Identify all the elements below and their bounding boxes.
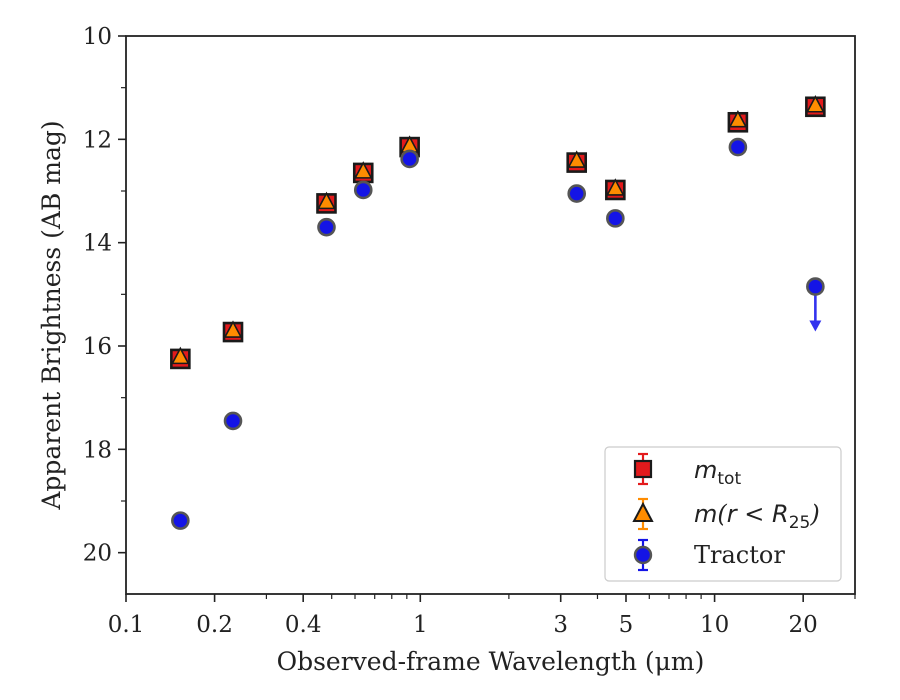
y-tick-label: 12 [83,127,112,153]
tractor-point [728,137,748,157]
legend-box [604,446,842,582]
x-tick-label: 10 [700,612,729,638]
tractor-point [317,217,336,237]
y-tick-label: 20 [83,541,112,567]
y-tick-label: 10 [83,24,112,50]
legend-label-m-r25: m(r < R25) [694,500,820,533]
x-tick-label: 3 [553,612,568,638]
y-axis: 10 12 14 16 18 20 [83,24,126,567]
y-axis-title: Apparent Brightness (AB mag) [37,120,66,510]
tractor-point [806,277,825,296]
legend-m-tot-marker [633,459,653,479]
x-tick-label: 20 [789,612,818,638]
x-tick-label: 0.4 [285,612,322,638]
x-tick-label: 0.1 [108,612,145,638]
data-marks [170,95,826,530]
x-tick-label: 0.2 [196,612,233,638]
y-tick-label: 14 [83,231,112,257]
m-r25-point [317,191,336,210]
legend-label-tractor: Tractor [694,541,785,569]
tractor-point [400,149,419,169]
m-r25-point [223,320,243,338]
tractor-point [353,180,373,200]
m-r25-point [567,150,587,168]
y-tick-label: 18 [83,437,112,463]
x-tick-label: 1 [413,612,428,638]
legend-tractor-marker [633,545,653,565]
m-r25-point [728,110,748,128]
plot-border [125,35,856,595]
m-r25-point [806,95,825,113]
x-axis-title: Observed-frame Wavelength (μm) [277,647,705,676]
legend-m-r25-marker [632,501,654,522]
m-r25-point [171,346,190,365]
m-r25-point [353,161,373,179]
tractor-arrow-head [809,320,822,332]
tractor-point [606,209,625,228]
tractor-point [223,411,243,431]
tractor-point [171,511,190,530]
x-tick-label: 5 [619,612,634,638]
x-axis: 0.1 0.2 0.4 1 3 5 10 20 [108,594,856,638]
y-tick-label: 16 [83,334,112,360]
m-r25-point [606,178,625,196]
tractor-point [567,184,587,203]
plot-frame [125,35,856,595]
